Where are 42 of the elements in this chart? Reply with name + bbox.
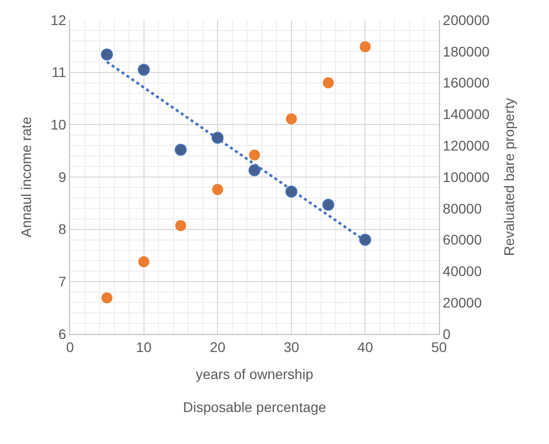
point xyxy=(286,113,297,124)
y-tick-label: 8 xyxy=(58,221,66,238)
x-tick-label: 30 xyxy=(284,338,300,355)
point xyxy=(322,77,334,88)
y-tick-label: 9 xyxy=(58,168,66,185)
point xyxy=(249,150,260,161)
point xyxy=(138,64,150,76)
point xyxy=(101,292,112,304)
point xyxy=(248,164,260,176)
point xyxy=(212,184,224,196)
point xyxy=(138,256,150,268)
y-tick-label: 6 xyxy=(58,326,66,342)
x-tick-label: 20 xyxy=(210,338,226,355)
y2-tick-label: 180000 xyxy=(442,43,490,60)
text: Disposable percentage xyxy=(183,399,326,415)
y-axis-title: Annaul income rate xyxy=(18,116,34,238)
y2-tick-label: 20000 xyxy=(442,294,482,310)
y2-tick-label: 140000 xyxy=(442,106,490,122)
point xyxy=(322,198,334,211)
point xyxy=(175,220,186,232)
y2-tick-label: 80000 xyxy=(442,200,482,216)
x-axis-title: years of ownership xyxy=(196,366,314,382)
y2-tick-label: 40000 xyxy=(442,263,482,280)
y2-tick-label: 60000 xyxy=(442,232,482,248)
y2-tick-label: 100000 xyxy=(442,168,490,185)
y-tick-label: 11 xyxy=(52,64,66,80)
point xyxy=(285,186,298,198)
x-tick-label: 0 xyxy=(66,338,74,355)
point xyxy=(212,132,224,144)
x-tick-label: 10 xyxy=(136,338,152,355)
point xyxy=(360,41,371,52)
y2-tick-label: 120000 xyxy=(442,138,490,154)
point xyxy=(174,144,187,156)
point xyxy=(100,48,113,61)
y-tick-label: 7 xyxy=(58,274,66,290)
y-tick-label: 12 xyxy=(50,12,66,28)
x-tick-label: 40 xyxy=(357,338,374,355)
y2-axis-title: Revaluated bare property xyxy=(501,98,518,256)
y2-tick-label: 160000 xyxy=(442,74,490,91)
y-tick-label: 10 xyxy=(50,116,66,133)
point xyxy=(359,234,372,246)
y2-tick-label: 200000 xyxy=(442,12,490,28)
